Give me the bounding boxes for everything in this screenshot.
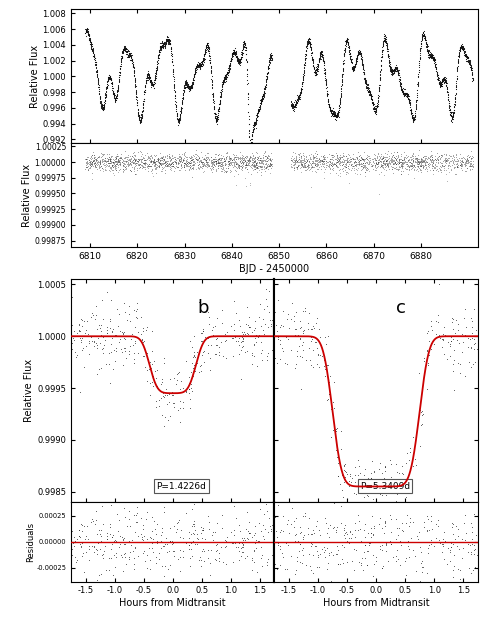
X-axis label: Hours from Midtransit: Hours from Midtransit [120, 598, 226, 608]
Y-axis label: Residuals: Residuals [26, 522, 35, 562]
Text: P=1.4226d: P=1.4226d [156, 481, 206, 491]
Text: c: c [396, 299, 406, 317]
Text: P=5.3409d: P=5.3409d [360, 481, 410, 491]
X-axis label: BJD - 2450000: BJD - 2450000 [239, 264, 310, 274]
Text: b: b [197, 299, 209, 317]
Y-axis label: Relative Flux: Relative Flux [24, 359, 34, 422]
Y-axis label: Relative Flux: Relative Flux [22, 164, 32, 226]
X-axis label: Hours from Midtransit: Hours from Midtransit [323, 598, 429, 608]
Y-axis label: Relative Flux: Relative Flux [30, 45, 40, 108]
